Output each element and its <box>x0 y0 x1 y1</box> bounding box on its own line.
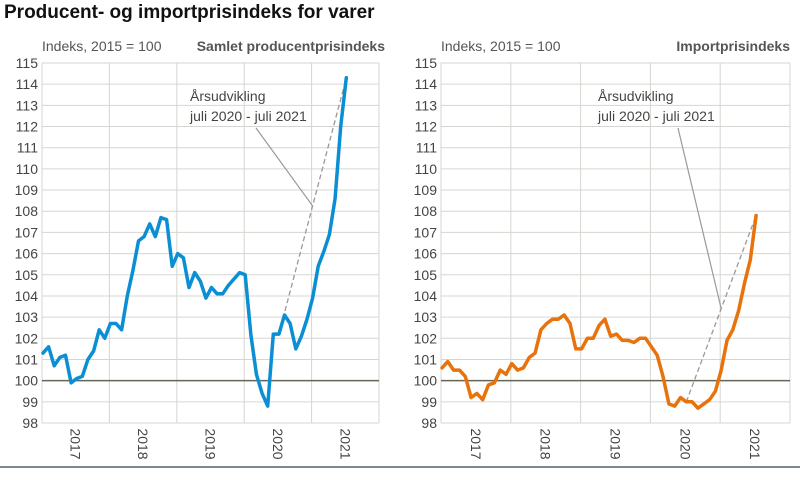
series-line <box>440 213 758 410</box>
annotation-leader-line <box>677 127 722 309</box>
y-tick-label: 110 <box>415 161 438 177</box>
panel-title: Samlet producentprisindeks <box>197 38 385 54</box>
y-tick-label: 108 <box>414 203 438 219</box>
y-tick-label: 106 <box>15 246 39 262</box>
y-tick-label: 106 <box>414 246 438 262</box>
y-tick-label: 104 <box>414 288 438 304</box>
y-tick-label: 114 <box>415 76 438 92</box>
y-tick-label: 108 <box>15 203 39 219</box>
y-tick-label: 104 <box>15 288 39 304</box>
y-tick-label: 99 <box>421 394 437 410</box>
y-tick-label: 109 <box>15 182 39 198</box>
chart-panel-2: 98 99 100 101 102 103 104 105 106 107 108 109 110 111… <box>414 38 791 460</box>
x-tick-label: 2019 <box>203 428 219 459</box>
y-tick-label: 113 <box>415 97 438 113</box>
x-tick-label: 2017 <box>468 428 484 459</box>
y-tick-label: 102 <box>15 330 39 346</box>
y-tick-label: 103 <box>15 309 39 325</box>
x-tick-label: 2020 <box>677 428 693 459</box>
y-tick-label: 115 <box>16 55 39 71</box>
y-tick-label: 100 <box>414 373 438 389</box>
y-tick-label: 111 <box>416 140 437 156</box>
annotation-text: juli 2020 - juli 2021 <box>189 108 307 124</box>
x-tick-label: 2018 <box>538 428 554 459</box>
y-tick-label: 112 <box>16 119 39 135</box>
x-tick-label: 2021 <box>747 428 763 459</box>
y-tick-label: 114 <box>16 76 39 92</box>
panel-title: Importprisindeks <box>676 38 790 54</box>
x-tick-label: 2020 <box>270 428 286 459</box>
y-tick-label: 105 <box>414 267 438 283</box>
x-tick-label: 2019 <box>608 428 624 459</box>
y-tick-label: 112 <box>415 119 438 135</box>
x-tick-label: 2018 <box>135 428 151 459</box>
y-tick-label: 111 <box>17 140 38 156</box>
y-tick-label: 110 <box>16 161 39 177</box>
y-tick-label: 107 <box>414 224 438 240</box>
y-tick-label: 101 <box>414 351 438 367</box>
y-axis-unit-label: Indeks, 2015 = 100 <box>42 38 162 54</box>
series-line <box>41 76 349 408</box>
y-tick-label: 103 <box>414 309 438 325</box>
x-tick-label: 2021 <box>337 428 353 459</box>
y-tick-label: 113 <box>16 97 39 113</box>
annotation-leader-line <box>255 127 314 207</box>
y-tick-label: 99 <box>22 394 38 410</box>
y-tick-label: 115 <box>415 55 438 71</box>
y-tick-label: 98 <box>22 415 38 431</box>
chart-panel-1: 98 99 100 101 102 103 104 105 106 107 108 109 110 111… <box>15 38 386 460</box>
y-tick-label: 102 <box>414 330 438 346</box>
y-tick-label: 101 <box>15 351 39 367</box>
x-tick-label: 2017 <box>68 428 84 459</box>
y-tick-label: 107 <box>15 224 39 240</box>
y-tick-label: 100 <box>15 373 39 389</box>
annotation-text: juli 2020 - juli 2021 <box>597 108 715 124</box>
page-title: Producent- og importprisindeks for varer <box>4 2 375 23</box>
annotation-text: Årsudvikling <box>190 88 265 104</box>
y-axis-unit-label: Indeks, 2015 = 100 <box>441 38 561 54</box>
annotation-text: Årsudvikling <box>598 88 673 104</box>
y-tick-label: 105 <box>15 267 39 283</box>
y-tick-label: 109 <box>414 182 438 198</box>
y-tick-label: 98 <box>421 415 437 431</box>
